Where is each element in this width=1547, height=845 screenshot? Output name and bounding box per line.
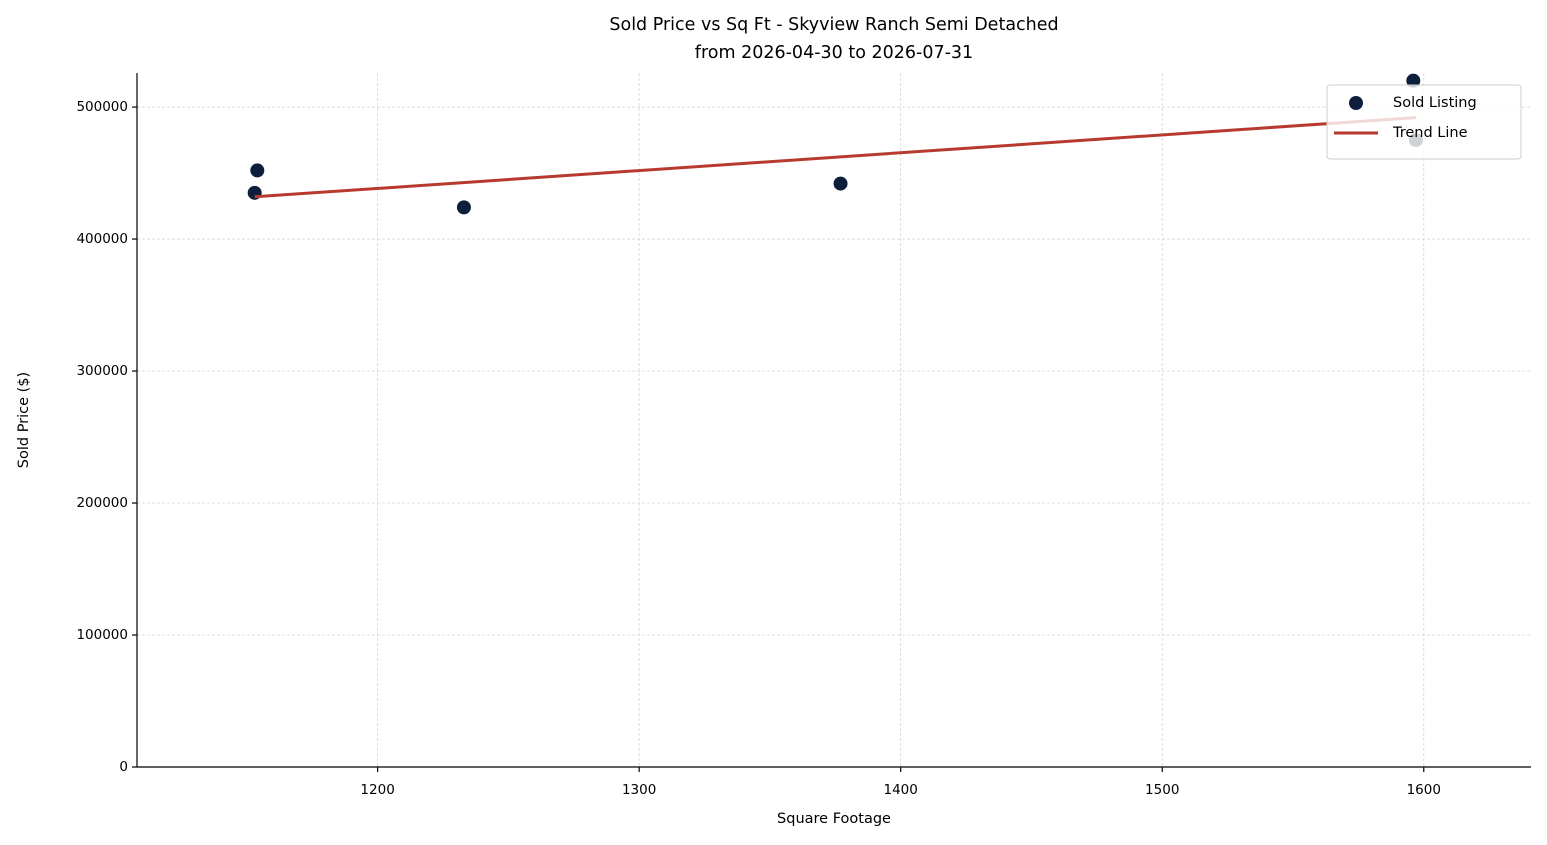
x-tick-label: 1200 [360,782,394,798]
x-tick-label: 1500 [1145,782,1179,798]
y-tick-label: 0 [119,759,128,775]
legend-marker [1349,96,1363,110]
grid [137,73,1531,768]
y-tick-label: 200000 [76,495,128,511]
y-tick-label: 400000 [76,231,128,247]
scatter-point [833,176,848,191]
legend: Sold Listing Trend Line [1326,84,1522,160]
legend-label: Sold Listing [1393,95,1477,111]
x-tick-label: 1400 [884,782,918,798]
chart-subtitle: from 2026-04-30 to 2026-07-31 [695,43,973,63]
scatter-point [456,200,471,215]
y-tick-label: 300000 [76,363,128,379]
x-tick-label: 1600 [1407,782,1441,798]
x-axis-label: Square Footage [777,811,891,827]
scatter-point [250,163,265,178]
trend-line [254,116,1417,199]
chart-title: Sold Price vs Sq Ft - Skyview Ranch Semi… [609,15,1058,35]
x-tick-label: 1300 [622,782,656,798]
y-axis-label: Sold Price ($) [16,372,32,468]
y-tick-label: 500000 [76,99,128,115]
y-tick-label: 100000 [76,627,128,643]
legend-label: Trend Line [1392,125,1468,141]
legend-box [1326,84,1522,160]
plot-area [247,73,1423,215]
scatter-point [1406,73,1421,88]
